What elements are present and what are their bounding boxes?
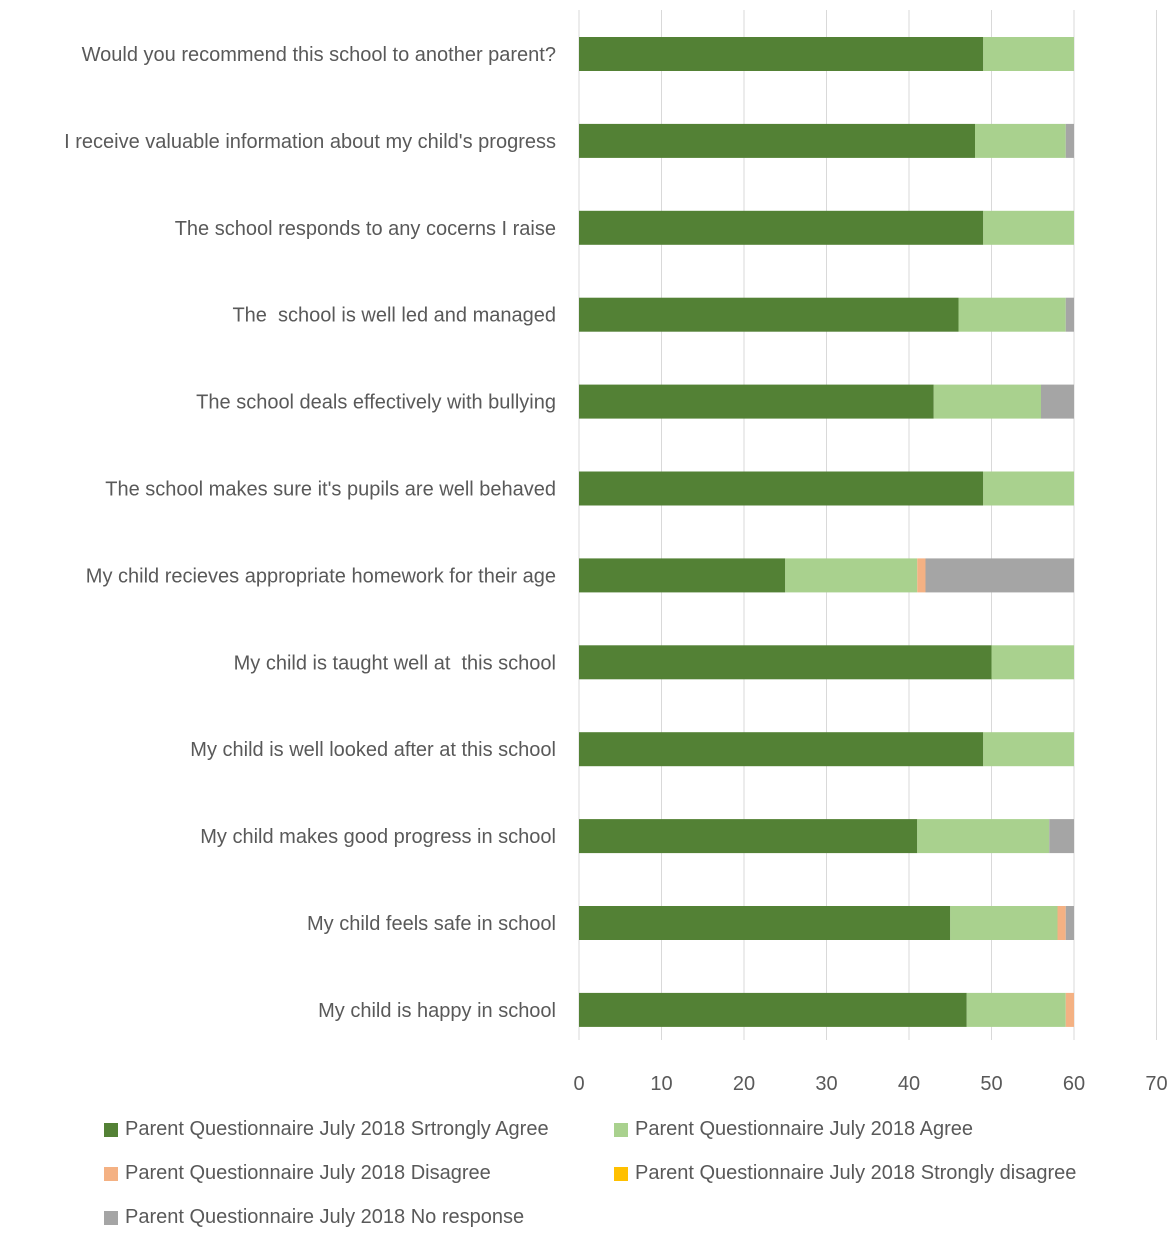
category-label: My child recieves appropriate homework f… (86, 565, 556, 587)
category-label: My child is well looked after at this sc… (190, 739, 556, 761)
bar-segment (983, 37, 1074, 71)
category-label: My child is happy in school (318, 1000, 556, 1022)
legend-label: Parent Questionnaire July 2018 Srtrongly… (125, 1118, 549, 1140)
legend-swatch (104, 1166, 118, 1181)
legend-label: Parent Questionnaire July 2018 Agree (635, 1118, 973, 1140)
category-label: Would you recommend this school to anoth… (82, 44, 556, 66)
x-tick-label: 30 (815, 1073, 837, 1095)
legend-label: Parent Questionnaire July 2018 Strongly … (635, 1162, 1077, 1184)
bar-segment (925, 558, 1074, 593)
bar-segment (579, 819, 918, 854)
bars (579, 37, 1074, 1027)
bar-segment (1041, 384, 1074, 419)
x-tick-label: 50 (980, 1073, 1002, 1095)
legend-item: Parent Questionnaire July 2018 Agree (614, 1118, 973, 1141)
bar-segment (1049, 819, 1074, 854)
category-label: My child feels safe in school (307, 913, 556, 935)
category-label: The school responds to any cocerns I rai… (175, 218, 556, 240)
bar-segment (579, 384, 934, 419)
bar-segment (983, 471, 1074, 506)
bar-segment (983, 732, 1074, 767)
x-tick-label: 60 (1063, 1073, 1085, 1095)
bar-segment (933, 384, 1041, 419)
bar-segment (579, 645, 992, 680)
bar-segment (579, 732, 984, 767)
category-label: My child is taught well at this school (234, 652, 556, 674)
bar-segment (579, 906, 951, 940)
x-tick-label: 20 (733, 1073, 755, 1095)
category-label: The school deals effectively with bullyi… (196, 392, 556, 414)
category-labels: Would you recommend this school to anoth… (64, 44, 556, 1022)
bar-segment (1065, 297, 1074, 332)
x-tick-label: 10 (650, 1073, 672, 1095)
legend-swatch (614, 1166, 628, 1181)
bar-segment (579, 37, 984, 71)
bar-segment (579, 558, 786, 593)
bar-segment (1065, 992, 1074, 1027)
legend-item: Parent Questionnaire July 2018 No respon… (104, 1206, 524, 1229)
bar-segment (579, 992, 967, 1027)
bar-segment (1065, 906, 1074, 940)
bar-segment (975, 123, 1066, 158)
legend-swatch (104, 1210, 118, 1225)
legend-swatch (614, 1122, 628, 1137)
category-label: The school is well led and managed (232, 305, 556, 327)
x-axis-ticks: 0 10 20 30 40 50 60 70 (573, 1073, 1167, 1095)
bar-segment (983, 210, 1074, 245)
bar-segment (950, 906, 1058, 940)
bar-segment (579, 210, 984, 245)
bar-segment (958, 297, 1066, 332)
bar-segment (966, 992, 1066, 1027)
bar-segment (579, 123, 975, 158)
gridlines (578, 10, 1157, 1040)
stacked-bar-chart: Would you recommend this school to anoth… (64, 10, 1168, 1095)
bar-segment (1057, 906, 1066, 940)
x-tick-label: 70 (1145, 1073, 1167, 1095)
legend-swatch (104, 1122, 118, 1137)
bar-segment (1065, 123, 1074, 158)
bar-segment (917, 819, 1050, 854)
bar-segment (917, 558, 926, 593)
category-label: My child makes good progress in school (200, 826, 556, 848)
x-tick-label: 0 (573, 1073, 584, 1095)
legend-label: Parent Questionnaire July 2018 No respon… (125, 1206, 525, 1228)
category-label: I receive valuable information about my … (64, 131, 556, 153)
legend-item: Parent Questionnaire July 2018 Strongly … (614, 1162, 1076, 1185)
bar-segment (579, 471, 984, 506)
bar-segment (579, 297, 959, 332)
legend-item: Parent Questionnaire July 2018 Disagree (104, 1162, 491, 1185)
legend-item: Parent Questionnaire July 2018 Srtrongly… (104, 1118, 549, 1141)
legend-label: Parent Questionnaire July 2018 Disagree (125, 1162, 491, 1184)
bar-segment (785, 558, 918, 593)
x-tick-label: 40 (898, 1073, 920, 1095)
bar-segment (991, 645, 1074, 680)
category-label: The school makes sure it's pupils are we… (105, 479, 556, 501)
